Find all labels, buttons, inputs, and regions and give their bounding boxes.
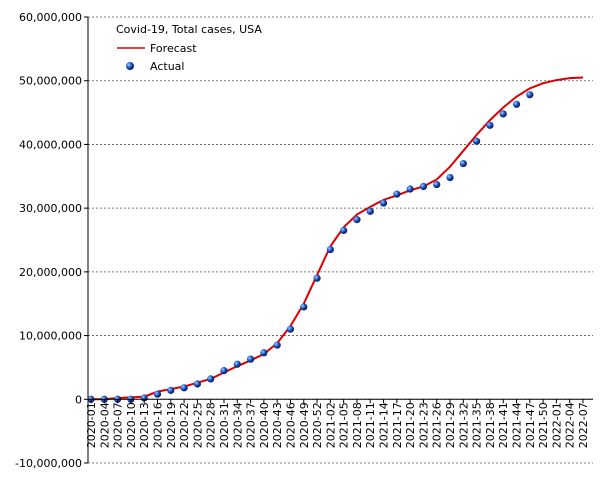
x-tick-label: 2021-32 (457, 402, 470, 448)
y-tick-label: -10,000,000 (15, 457, 82, 470)
y-tick-label: 60,000,000 (19, 11, 82, 24)
x-tick-label: 2020-04 (98, 402, 111, 448)
actual-point (193, 380, 201, 388)
actual-point (393, 190, 401, 198)
actual-point (499, 110, 507, 118)
actual-point (473, 137, 481, 145)
x-tick-label: 2020-52 (311, 402, 324, 448)
y-tick-label: 40,000,000 (19, 138, 82, 151)
x-tick-label: 2021-05 (338, 402, 351, 448)
x-tick-label: 2021-47 (524, 402, 537, 448)
legend-label: Actual (150, 60, 184, 73)
actual-point (233, 360, 241, 368)
legend-marker (126, 62, 134, 70)
actual-point (486, 121, 494, 129)
actual-point (260, 349, 268, 357)
actual-point (313, 274, 321, 282)
y-tick-label: 10,000,000 (19, 330, 82, 343)
y-tick-label: 30,000,000 (19, 202, 82, 215)
actual-point (153, 390, 162, 398)
x-tick-label: 2020-46 (284, 402, 297, 448)
x-tick-label: 2020-49 (298, 402, 311, 448)
forecast-line (91, 76, 584, 401)
x-tick-label: 2021-44 (511, 402, 524, 448)
actual-point (340, 226, 348, 235)
x-tick-label: 2021-14 (378, 402, 391, 448)
actual-point (286, 325, 295, 333)
x-tick-label: 2021-02 (324, 402, 337, 448)
actual-point (140, 394, 148, 402)
x-tick-label: 2021-29 (444, 402, 457, 448)
x-tick-label: 2020-40 (258, 402, 271, 448)
actual-point (353, 216, 361, 224)
y-tick-label: 50,000,000 (19, 75, 82, 88)
x-tick-label: 2021-17 (391, 402, 404, 448)
actual-point (433, 180, 441, 189)
actual-point (419, 182, 428, 191)
x-tick-label: 2021-41 (497, 402, 510, 448)
legend-label: Forecast (150, 42, 197, 55)
actual-point (379, 199, 388, 207)
legend-title: Covid-19, Total cases, USA (116, 23, 262, 36)
x-tick-label: 2022-07 (577, 402, 590, 448)
actual-point (326, 245, 334, 254)
actual-point (220, 367, 228, 375)
x-tick-label: 2020-07 (112, 402, 125, 448)
x-tick-label: 2021-11 (364, 402, 377, 448)
actual-point (406, 185, 414, 193)
actual-point (512, 100, 521, 108)
x-tick-label: 2020-22 (178, 402, 191, 448)
x-tick-label: 2020-28 (205, 402, 218, 448)
x-tick-label: 2021-38 (484, 402, 497, 448)
actual-point (207, 375, 215, 383)
y-tick-label: 20,000,000 (19, 266, 82, 279)
x-tick-label: 2020-43 (271, 402, 284, 448)
actual-point (300, 303, 308, 311)
x-tick-label: 2021-26 (431, 402, 444, 448)
x-tick-label: 2021-35 (471, 402, 484, 448)
x-tick-label: 2020-37 (245, 402, 258, 448)
x-tick-label: 2020-34 (231, 402, 244, 448)
x-tick-label: 2020-13 (138, 402, 151, 448)
actual-point (167, 386, 175, 394)
actual-point (246, 355, 255, 363)
actual-point (180, 384, 188, 392)
actual-point (526, 91, 534, 99)
actual-point (446, 173, 454, 182)
x-tick-label: 2020-10 (125, 402, 138, 448)
x-tick-label: 2021-20 (404, 402, 417, 448)
x-tick-label: 2020-01 (85, 402, 98, 448)
x-tick-label: 2022-04 (564, 402, 577, 448)
x-tick-label: 2021-23 (417, 402, 430, 448)
actual-point (273, 341, 281, 349)
x-tick-label: 2022-01 (550, 402, 563, 448)
actual-point (459, 159, 467, 168)
x-tick-label: 2020-25 (191, 402, 204, 448)
x-tick-label: 2020-16 (151, 402, 164, 448)
x-tick-label: 2020-19 (165, 402, 178, 448)
x-tick-label: 2020-31 (218, 402, 231, 448)
x-tick-label: 2021-08 (351, 402, 364, 448)
x-tick-label: 2021-50 (537, 402, 550, 448)
y-tick-label: 0 (75, 393, 82, 406)
actual-point (366, 207, 374, 215)
